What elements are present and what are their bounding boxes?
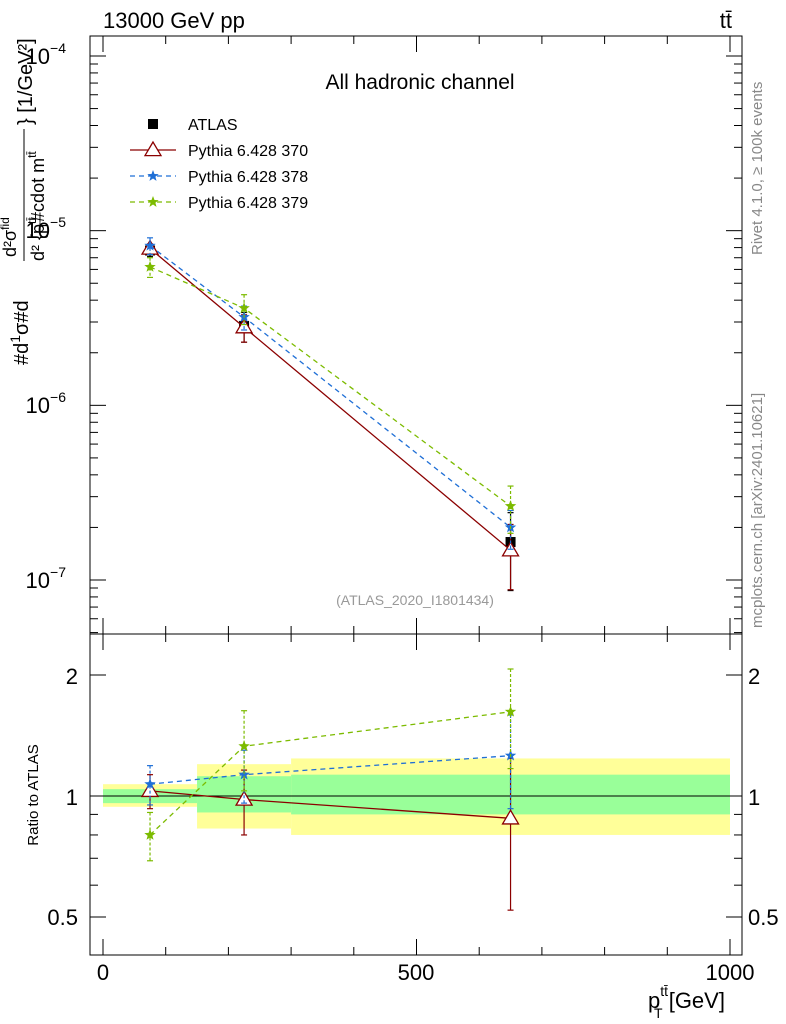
legend-marker-pythia-378 (130, 170, 176, 181)
legend-marker (147, 196, 159, 207)
x-tick-500: 500 (398, 960, 435, 985)
svg-text:#d1σ#d: #d1σ#d (7, 300, 33, 365)
y-tick-label: 10−7 (26, 564, 67, 593)
y-tick-label: 10−6 (26, 389, 67, 418)
ratio-y-axis-label: Ratio to ATLAS (25, 744, 42, 845)
legend-marker (147, 170, 159, 181)
ratio-uncertainty-bands (103, 758, 730, 835)
svg-text:d² {ptt̄T#cdot mtt̄: d² {ptt̄T#cdot mtt̄ (25, 151, 51, 261)
main-plot-series (140, 237, 520, 592)
ratio-plot-series (140, 668, 520, 911)
ratio-point (238, 768, 250, 780)
legend-label: Pythia 6.428 370 (188, 143, 308, 160)
main-point (144, 239, 156, 251)
main-point (234, 317, 254, 334)
legend-entry-pythia-379: Pythia 6.428 379 (130, 195, 308, 212)
axis-ticks (90, 36, 742, 955)
main-y-axis-label: #d1σ#d d²σfid d² {ptt̄T#cdot mtt̄ } [1/G… (0, 38, 51, 365)
main-series-0 (145, 244, 516, 592)
ratio-point (504, 705, 517, 717)
ratio-tick-1-left: 1 (66, 785, 78, 810)
main-point (144, 260, 156, 272)
main-point (504, 500, 517, 511)
ratio-point (238, 740, 250, 752)
legend-marker-pythia-370 (130, 140, 176, 157)
y-tick-label: 10−4 (26, 40, 67, 69)
y-tick-label: 10−5 (26, 214, 67, 243)
x-tick-1000: 1000 (706, 960, 755, 985)
ratio-series-2 (144, 668, 517, 862)
rivet-label: Rivet 4.1.0, ≥ 100k events (749, 82, 766, 255)
main-line (149, 248, 511, 551)
ratio-tick-1-right: 1 (748, 785, 760, 810)
main-series-1 (140, 239, 520, 591)
channel-label: All hadronic channel (325, 71, 514, 94)
ratio-y-tick-labels: 2 1 0.5 2 1 0.5 (47, 664, 778, 930)
legend-marker-atlas (148, 119, 158, 129)
analysis-watermark: (ATLAS_2020_I1801434) (336, 592, 494, 608)
x-tick-0: 0 (97, 960, 109, 985)
ratio-point (144, 828, 156, 840)
legend-marker (143, 140, 163, 157)
svg-text:} [1/GeV²]: } [1/GeV²] (15, 38, 37, 125)
legend-label: Pythia 6.428 379 (188, 195, 308, 212)
ratio-point (234, 790, 254, 806)
x-tick-labels: 0 500 1000 (97, 960, 755, 985)
legend-label: Pythia 6.428 378 (188, 169, 308, 186)
legend-marker (148, 119, 158, 129)
mcplots-label: mcplots.cern.ch [arXiv:2401.10621] (749, 393, 766, 628)
legend-entry-atlas: ATLAS (148, 117, 238, 134)
main-line (149, 266, 511, 507)
energy-label: 13000 GeV pp (103, 8, 245, 33)
main-series-3 (144, 257, 517, 534)
legend-marker-pythia-379 (130, 196, 176, 207)
legend: ATLAS Pythia 6.428 370 Pythia 6.428 378 … (130, 117, 308, 212)
ratio-point (501, 809, 520, 825)
legend-entry-pythia-378: Pythia 6.428 378 (130, 169, 308, 186)
ratio-tick-2-right: 2 (748, 664, 760, 689)
main-series-2 (144, 237, 517, 550)
main-y-tick-labels: 10−4 10−5 10−6 10−7 (26, 40, 67, 593)
main-point (238, 302, 250, 314)
ratio-tick-05-left: 0.5 (47, 905, 78, 930)
main-line (149, 245, 511, 528)
x-axis-label: ptt̄ T [GeV] (648, 983, 725, 1021)
process-label: tt̄ (720, 8, 732, 33)
legend-entry-pythia-370: Pythia 6.428 370 (130, 140, 308, 160)
ratio-tick-2-left: 2 (66, 664, 78, 689)
legend-label: ATLAS (188, 117, 238, 134)
ratio-tick-05-right: 0.5 (748, 905, 779, 930)
ratio-point (144, 778, 156, 790)
svg-text:d²σfid: d²σfid (0, 217, 20, 257)
